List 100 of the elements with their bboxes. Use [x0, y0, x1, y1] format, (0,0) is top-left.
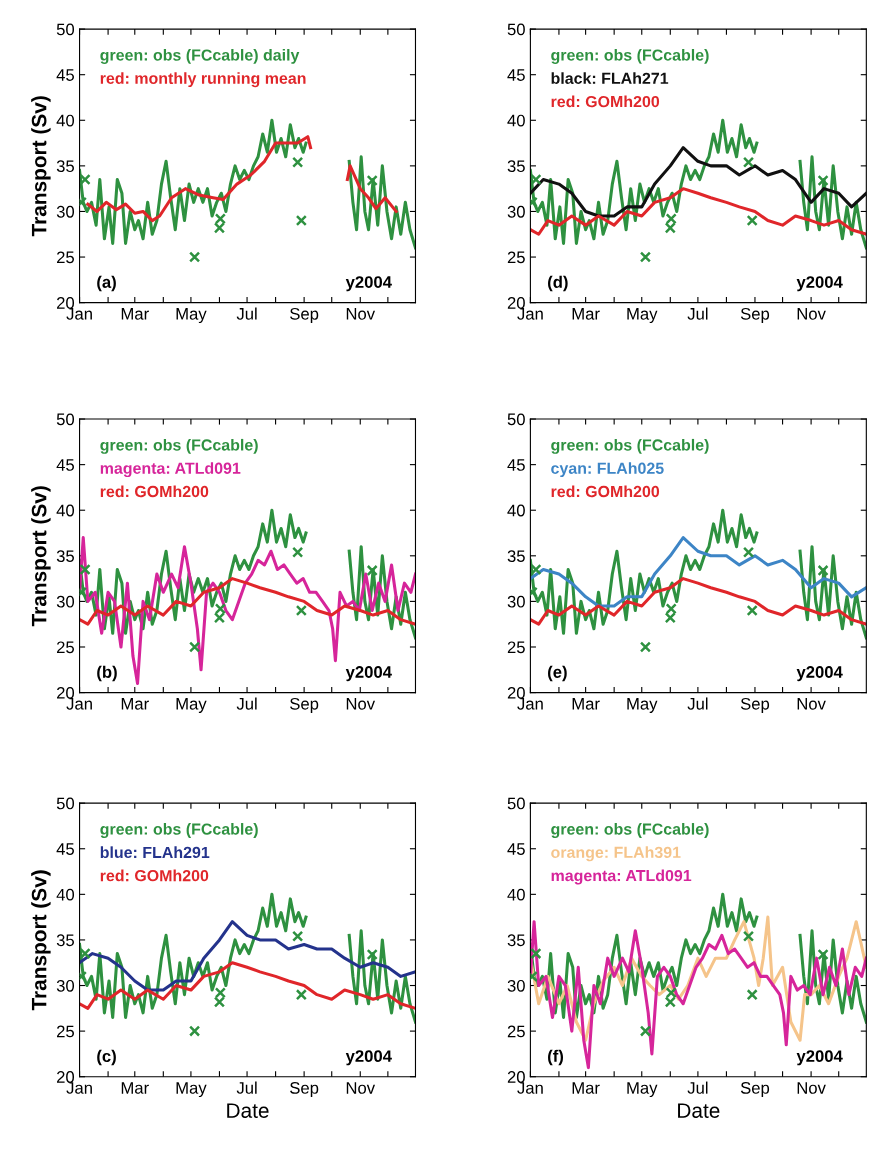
point: [746, 214, 758, 227]
x-tick-label: May: [627, 1082, 658, 1098]
y-tick-label: 30: [507, 205, 525, 218]
annotation: (c): [97, 1049, 116, 1066]
x-tick-label: Jul: [236, 307, 257, 320]
y-tick-label: 25: [57, 1025, 74, 1038]
text: magenta: ATLd091: [100, 462, 241, 478]
y-tick-label: 50: [507, 23, 525, 36]
point: [817, 564, 829, 577]
point: [79, 563, 91, 576]
point: [366, 564, 378, 577]
line-series: [530, 577, 867, 626]
point: [664, 222, 676, 234]
y-tick-label: 50: [56, 797, 75, 810]
point: [664, 996, 676, 1008]
x-tick-label: Jan: [66, 308, 92, 320]
y-tick-label: 30: [56, 205, 75, 218]
x-tick-label: Sep: [740, 697, 770, 713]
text: red: GOMh200: [100, 869, 209, 882]
y-tick-label: 40: [56, 888, 75, 901]
point: [817, 948, 829, 961]
point: [817, 174, 829, 187]
line-series: [79, 536, 416, 685]
y-axis-title: Transport (Sv): [31, 96, 51, 237]
text: red: monthly running mean: [100, 72, 306, 88]
y-tick-label: 35: [507, 550, 525, 563]
x-tick-label: Jan: [517, 1082, 543, 1094]
annotation: y2004: [345, 276, 392, 292]
y-tick-label: 45: [56, 459, 74, 471]
y-tick-label: 35: [56, 550, 74, 563]
x-tick-label: Mar: [572, 308, 600, 320]
x-tick-label: Jan: [66, 698, 92, 710]
y-tick-label: 45: [56, 843, 74, 855]
point: [742, 156, 755, 168]
y-tick-label: 20: [57, 1071, 75, 1083]
line-series: [530, 187, 867, 236]
y-tick-label: 35: [507, 934, 525, 947]
y-tick-label: 35: [507, 160, 525, 173]
x-tick-label: Sep: [740, 1082, 770, 1098]
point: [214, 213, 227, 225]
x-tick-label: Jul: [687, 1081, 708, 1094]
text: cyan: FLAh025: [551, 462, 664, 478]
point: [366, 174, 378, 187]
y-tick-label: 25: [57, 641, 74, 654]
y-axis-title: Transport (Sv): [31, 870, 51, 1011]
point: [742, 546, 755, 558]
annotation: (a): [97, 275, 116, 292]
text: green: obs (FCcable): [100, 438, 258, 454]
text: red: GOMh200: [551, 95, 660, 108]
x-tick-label: Nov: [797, 698, 826, 710]
y-tick-label: 20: [57, 297, 75, 309]
text: green: obs (FCcable): [551, 48, 709, 64]
y-tick-label: 40: [56, 504, 75, 517]
y-tick-label: 40: [507, 504, 525, 517]
x-tick-label: Mar: [121, 698, 149, 710]
x-tick-label: Jan: [517, 308, 543, 320]
text: black: FLAh271: [551, 72, 669, 84]
x-axis-title: Date: [678, 1103, 720, 1118]
y-tick-label: 30: [507, 979, 525, 992]
y-tick-label: 25: [507, 251, 525, 264]
y-tick-label: 20: [507, 297, 525, 309]
y-tick-label: 25: [57, 251, 74, 264]
x-axis-title: Date: [227, 1103, 269, 1118]
text: blue: FLAh291: [100, 846, 210, 859]
point: [746, 989, 758, 1001]
point: [79, 173, 91, 186]
point: [213, 612, 226, 624]
x-tick-label: May: [176, 1082, 207, 1098]
point: [742, 930, 755, 942]
annotation: (f): [548, 1049, 564, 1066]
y-tick-label: 20: [507, 686, 525, 699]
point: [295, 989, 307, 1001]
y-tick-label: 35: [56, 934, 74, 947]
x-tick-label: Mar: [121, 308, 149, 320]
x-tick-label: Mar: [121, 1082, 149, 1094]
point: [639, 251, 652, 263]
annotation: y2004: [796, 1050, 843, 1066]
x-tick-label: Nov: [797, 1082, 826, 1094]
x-tick-label: Mar: [572, 698, 600, 710]
y-tick-label: 40: [507, 888, 525, 901]
point: [292, 546, 304, 558]
point: [188, 251, 201, 263]
annotation: y2004: [796, 666, 843, 682]
y-tick-label: 45: [507, 69, 525, 81]
y-tick-label: 50: [56, 23, 75, 36]
text: green: obs (FCcable): [551, 823, 709, 838]
point: [530, 947, 542, 960]
line-series: [530, 920, 867, 1070]
text: green: obs (FCcable): [551, 438, 709, 454]
point: [366, 948, 378, 961]
point: [664, 612, 676, 624]
y-tick-label: 50: [507, 797, 525, 810]
text: red: GOMh200: [100, 485, 209, 498]
point: [214, 603, 227, 615]
annotation: y2004: [345, 1050, 392, 1066]
line-series: [530, 536, 867, 608]
y-tick-label: 25: [507, 1025, 525, 1038]
y-tick-label: 35: [56, 160, 74, 173]
point: [665, 213, 677, 225]
x-tick-label: Jan: [517, 698, 543, 710]
